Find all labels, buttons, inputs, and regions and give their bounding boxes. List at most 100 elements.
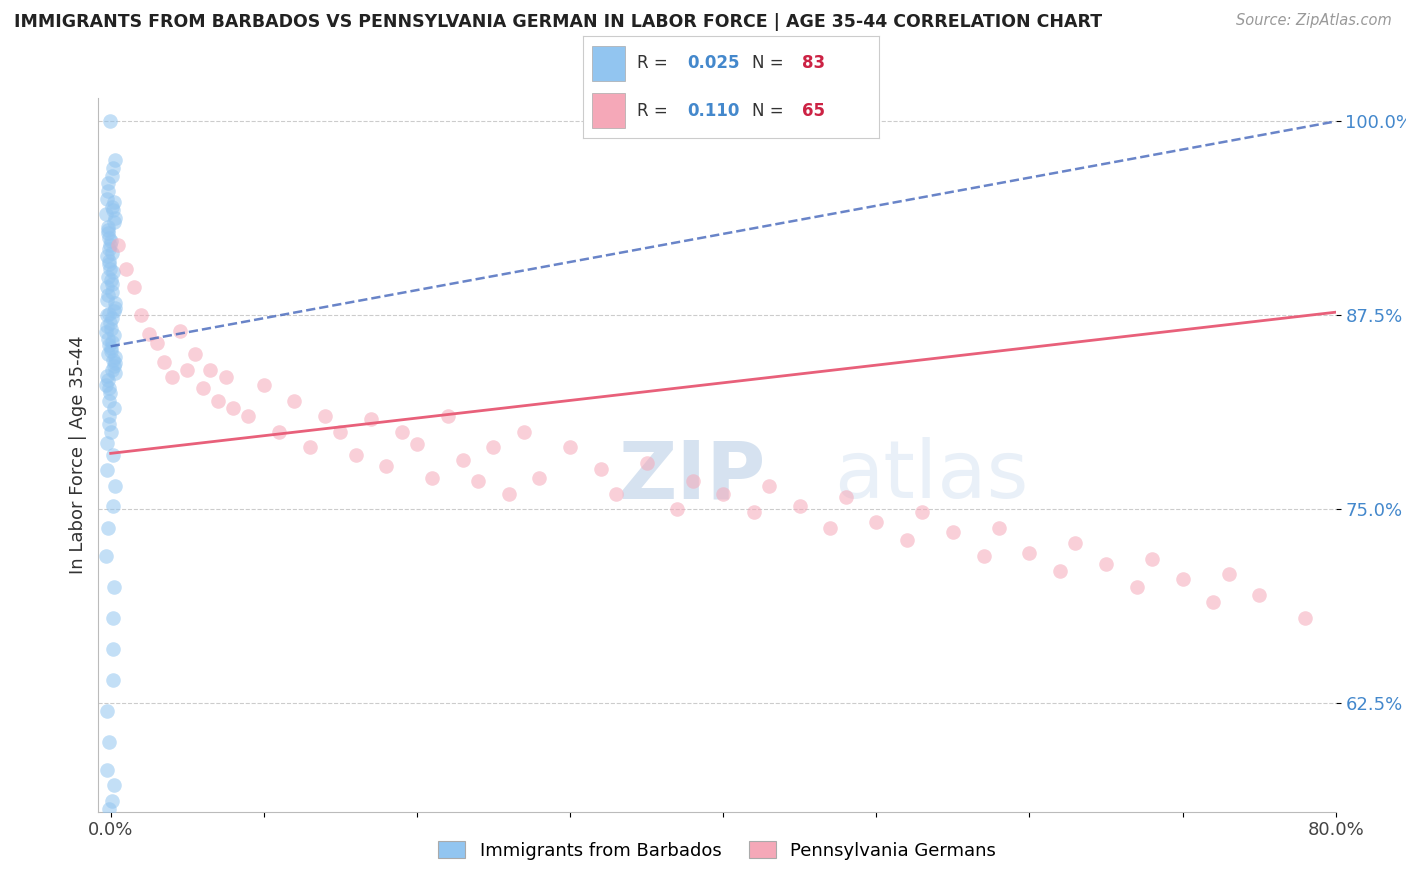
Point <box>94 549 117 563</box>
Point <box>100 200 122 214</box>
Point <box>605 486 627 500</box>
Point <box>98 385 121 400</box>
Point <box>1064 536 1087 550</box>
Point <box>100 341 122 355</box>
Point <box>104 301 127 315</box>
Point <box>97 219 120 234</box>
Point <box>360 412 382 426</box>
Point <box>98 381 121 395</box>
Text: ZIP: ZIP <box>619 437 765 516</box>
Point <box>97 254 120 268</box>
Point <box>101 641 124 656</box>
Point <box>96 308 118 322</box>
Point <box>100 246 122 260</box>
Point <box>820 521 842 535</box>
Point <box>1249 588 1271 602</box>
Point <box>834 490 856 504</box>
Point <box>101 334 124 349</box>
Point <box>1049 564 1071 578</box>
Point <box>97 231 120 245</box>
Point <box>101 794 124 808</box>
Point <box>100 322 122 336</box>
Point <box>96 192 118 206</box>
Point <box>129 308 152 322</box>
Point <box>97 393 120 408</box>
FancyBboxPatch shape <box>592 93 624 128</box>
Y-axis label: In Labor Force | Age 35-44: In Labor Force | Age 35-44 <box>69 335 87 574</box>
Point <box>101 673 124 687</box>
Point <box>666 502 689 516</box>
Point <box>529 471 551 485</box>
Point <box>103 580 125 594</box>
Point <box>103 265 125 279</box>
Point <box>96 249 118 263</box>
Point <box>329 425 352 439</box>
Point <box>636 456 658 470</box>
Point <box>191 381 214 395</box>
Point <box>104 296 127 310</box>
FancyBboxPatch shape <box>592 46 624 81</box>
Point <box>1218 567 1240 582</box>
Point <box>987 521 1010 535</box>
Point <box>103 359 125 374</box>
Point <box>160 370 183 384</box>
Point <box>98 735 121 749</box>
Point <box>420 471 443 485</box>
Point <box>238 409 260 424</box>
Point <box>498 486 520 500</box>
Point <box>298 440 321 454</box>
Point <box>101 202 124 217</box>
Point <box>96 378 118 392</box>
Point <box>96 177 118 191</box>
Point <box>100 277 122 292</box>
Point <box>101 611 124 625</box>
Point <box>482 440 505 454</box>
Point <box>97 332 120 346</box>
Point <box>98 316 121 330</box>
Point <box>214 370 236 384</box>
Point <box>344 448 367 462</box>
Point <box>96 704 118 718</box>
Point <box>100 362 122 376</box>
Text: Source: ZipAtlas.com: Source: ZipAtlas.com <box>1236 13 1392 29</box>
Point <box>200 362 222 376</box>
Point <box>436 409 458 424</box>
Point <box>103 303 125 318</box>
Point <box>1202 595 1225 609</box>
Point <box>100 169 122 183</box>
Point <box>96 319 118 334</box>
Point <box>896 533 918 548</box>
Point <box>103 328 125 343</box>
Point <box>98 802 121 816</box>
Point <box>97 347 120 361</box>
Point <box>96 207 118 221</box>
Point <box>97 242 120 256</box>
Point <box>742 505 765 519</box>
Point <box>222 401 245 416</box>
Point <box>184 347 207 361</box>
Point <box>1171 572 1194 586</box>
Text: N =: N = <box>752 54 789 72</box>
Text: 0.025: 0.025 <box>688 54 740 72</box>
Text: N =: N = <box>752 102 789 120</box>
Legend: Immigrants from Barbados, Pennsylvania Germans: Immigrants from Barbados, Pennsylvania G… <box>432 834 1002 867</box>
Point <box>103 778 125 792</box>
Point <box>176 362 198 376</box>
Point <box>104 479 127 493</box>
Point <box>98 257 121 271</box>
Point <box>253 378 276 392</box>
Point <box>467 475 489 489</box>
Point <box>314 409 336 424</box>
Point <box>100 272 122 286</box>
Point <box>96 184 118 198</box>
Point <box>103 401 125 416</box>
Point <box>104 211 127 225</box>
Point <box>1125 580 1147 594</box>
Point <box>406 437 429 451</box>
Point <box>682 475 704 489</box>
Point <box>942 525 965 540</box>
Point <box>97 417 120 431</box>
Point <box>97 374 120 388</box>
Point <box>101 499 124 513</box>
Point <box>97 307 120 321</box>
